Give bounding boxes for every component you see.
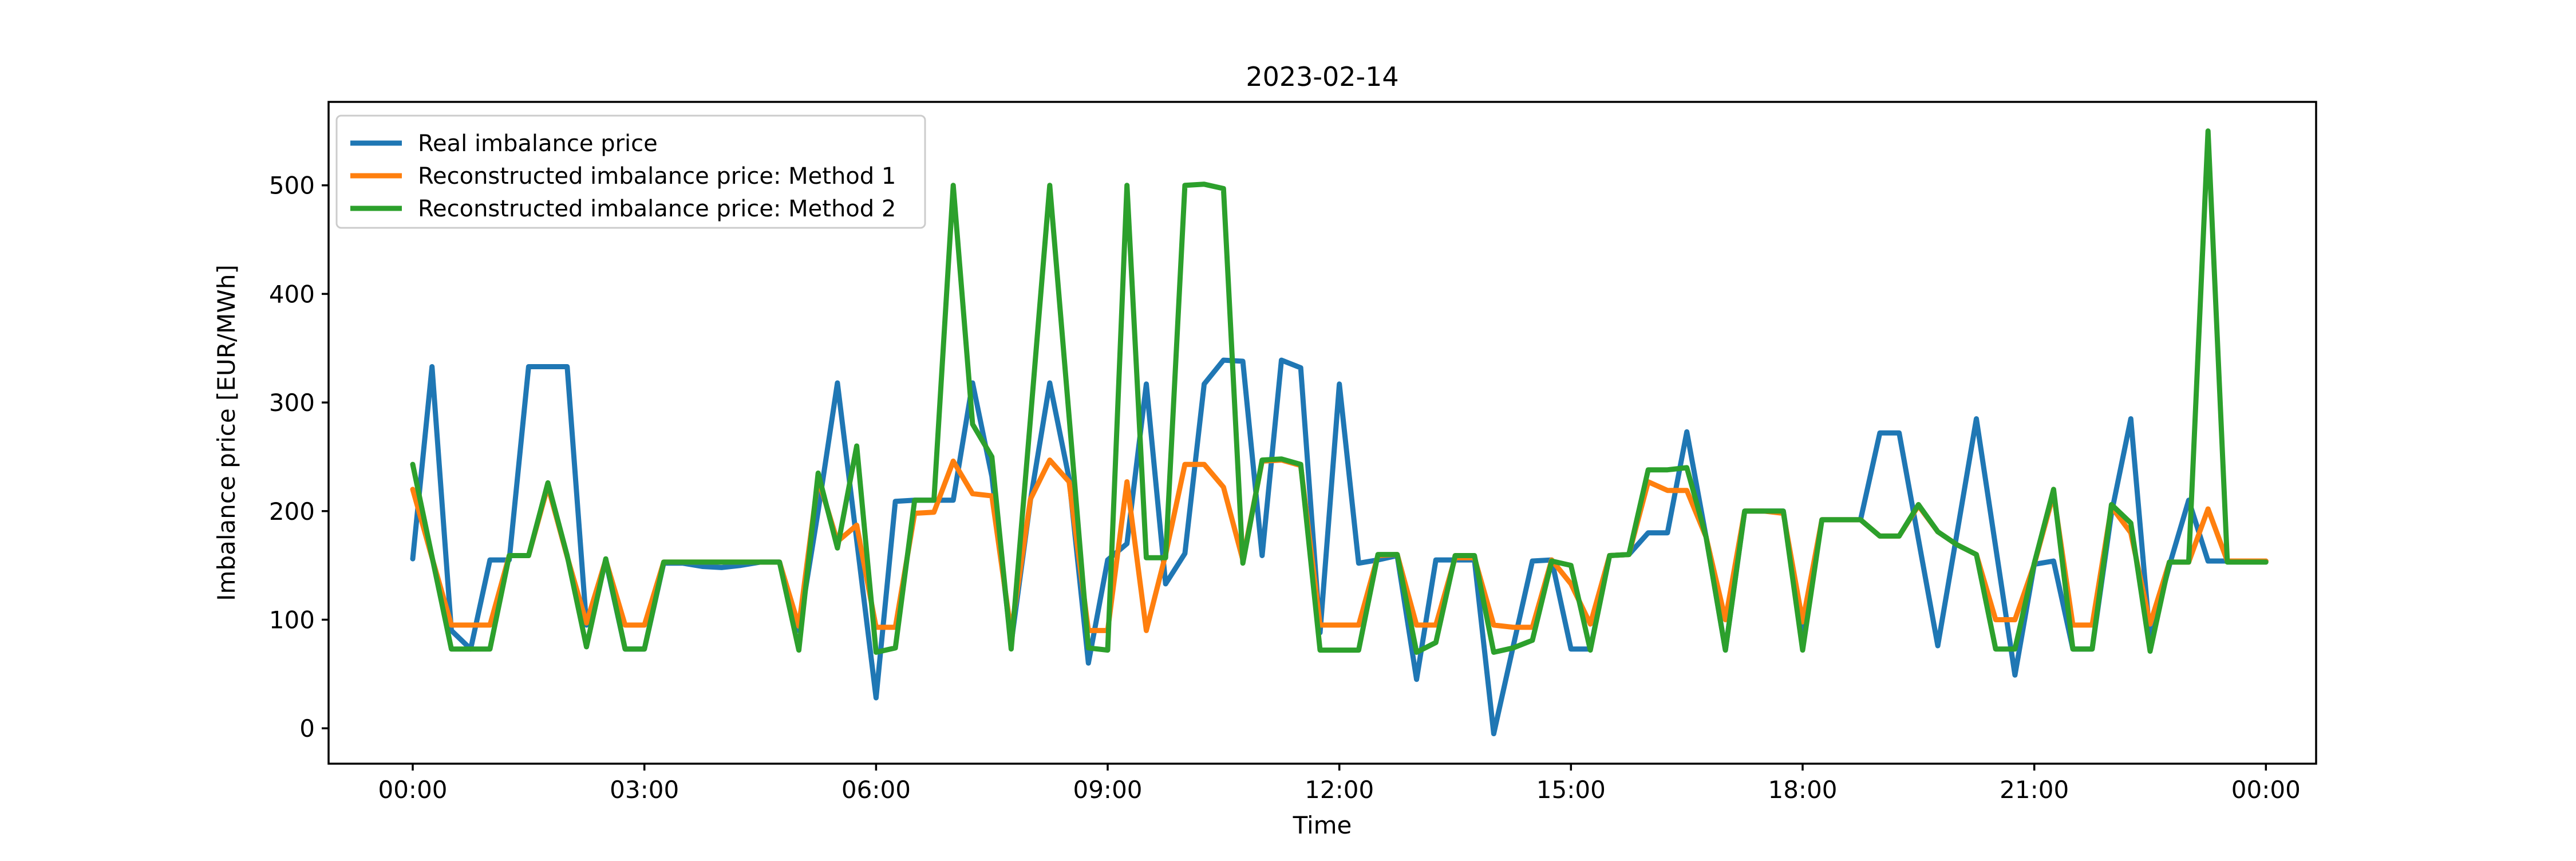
y-tick-label: 300 xyxy=(269,389,315,417)
x-tick-label: 18:00 xyxy=(1768,776,1837,804)
legend-label-reconstructed-method-1: Reconstructed imbalance price: Method 1 xyxy=(418,163,896,189)
y-axis-label: Imbalance price [EUR/MWh] xyxy=(212,264,240,601)
y-tick-label: 200 xyxy=(269,497,315,526)
legend-label-reconstructed-method-2: Reconstructed imbalance price: Method 2 xyxy=(418,196,896,222)
x-tick-label: 15:00 xyxy=(1536,776,1606,804)
y-tick-label: 500 xyxy=(269,172,315,200)
plot-area-frame xyxy=(327,101,2317,765)
x-tick-label: 21:00 xyxy=(2000,776,2069,804)
x-axis-label: Time xyxy=(1293,811,1352,839)
x-tick-label: 09:00 xyxy=(1073,776,1142,804)
line-series xyxy=(410,128,2269,655)
y-tick-label: 0 xyxy=(299,714,315,742)
line-series-group xyxy=(410,128,2269,737)
x-tick-label: 00:00 xyxy=(378,776,447,804)
x-tick-label: 12:00 xyxy=(1305,776,1374,804)
chart-title: 2023-02-14 xyxy=(1246,61,1398,92)
legend: Real imbalance price Reconstructed imbal… xyxy=(335,114,926,229)
y-tick-label: 400 xyxy=(269,280,315,308)
x-tick-label: 06:00 xyxy=(841,776,911,804)
line-series xyxy=(410,357,2269,737)
y-tick-label: 100 xyxy=(269,606,315,634)
x-tick-label: 03:00 xyxy=(610,776,679,804)
axes-layer: 00:00 03:00 06:00 09:00 12:00 15:00 18:00 21:00… xyxy=(269,101,2317,804)
x-tick-label: 00:00 xyxy=(2231,776,2301,804)
legend-label-real-imbalance-price: Real imbalance price xyxy=(418,131,658,157)
legend-box xyxy=(335,114,926,229)
